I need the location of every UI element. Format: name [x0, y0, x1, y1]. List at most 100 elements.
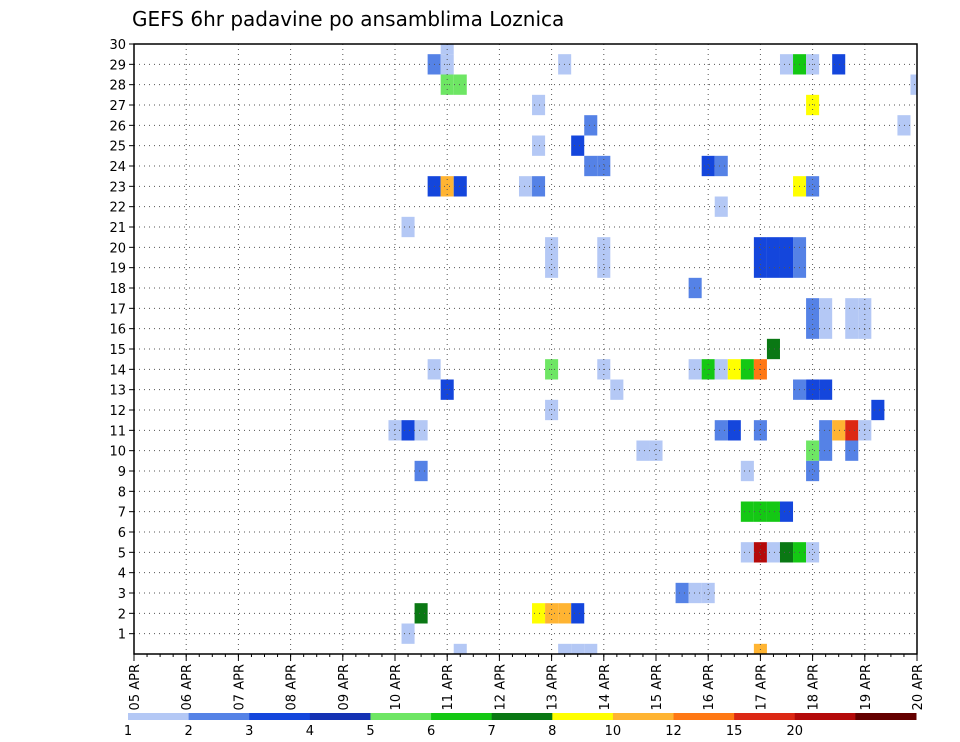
y-tick-label: 14: [109, 363, 126, 378]
precip-cell: [714, 155, 728, 177]
precip-cell: [779, 542, 794, 563]
precip-cell: [871, 399, 885, 421]
x-tick-label: 17 APR: [754, 664, 769, 710]
colorbar-swatch: [552, 713, 614, 720]
y-tick-label: 10: [109, 445, 126, 460]
x-tick-label: 14 APR: [598, 664, 613, 710]
colorbar-label: 5: [366, 724, 374, 739]
y-tick-label: 26: [109, 119, 126, 134]
precip-cell: [740, 542, 754, 563]
precip-cell: [740, 460, 754, 482]
precip-cell: [845, 318, 859, 339]
precip-cell: [819, 440, 833, 461]
chart-title: GEFS 6hr padavine po ansamblima Loznica: [132, 7, 564, 31]
x-tick-label: 05 APR: [128, 664, 143, 710]
precip-cell: [806, 176, 820, 197]
y-tick-label: 12: [109, 404, 126, 419]
x-tick-label: 18 APR: [807, 664, 822, 710]
x-tick-label: 07 APR: [232, 664, 247, 710]
precip-cell: [779, 257, 794, 278]
precip-cell: [401, 420, 415, 441]
x-tick-label: 09 APR: [337, 664, 352, 710]
precip-cell: [584, 155, 598, 177]
y-tick-label: 3: [118, 587, 126, 602]
colorbar-swatch: [249, 713, 311, 720]
precip-cell: [610, 379, 624, 400]
colorbar: 1 2 3 4 5 6 7 8 10 12 15 20: [124, 713, 917, 739]
colorbar-swatch: [491, 713, 553, 720]
precip-cell: [753, 420, 767, 441]
x-tick-label: 10 APR: [389, 664, 404, 710]
precip-cell: [401, 623, 415, 644]
precip-cell: [714, 420, 728, 441]
y-tick-label: 5: [118, 546, 126, 561]
precip-cell: [806, 542, 820, 563]
precip-cell: [518, 176, 533, 197]
y-tick-label: 17: [109, 302, 126, 317]
precip-cell: [414, 460, 428, 482]
x-tick-label: 15 APR: [650, 664, 665, 710]
y-axis: 1234567891011121314151617181920212223242…: [109, 38, 134, 643]
x-tick-label: 20 APR: [911, 664, 926, 710]
y-tick-label: 24: [109, 160, 126, 175]
precip-cell: [766, 237, 780, 258]
x-axis: 05 APR 06 APR 07 APR 08 APR 09 APR 10 APR 11 A…: [128, 654, 926, 710]
precip-cell: [453, 643, 467, 654]
precip-cell: [597, 257, 611, 278]
x-tick-label: 11 APR: [441, 664, 456, 710]
colorbar-label: 20: [786, 724, 803, 739]
precip-cell: [545, 237, 559, 258]
y-tick-label: 30: [109, 38, 126, 53]
x-tick-label: 08 APR: [285, 664, 300, 710]
precip-cell: [584, 643, 598, 654]
precip-cell: [401, 216, 415, 238]
precip-cell: [753, 501, 767, 522]
precip-cell: [753, 542, 767, 563]
precip-cell: [532, 135, 546, 156]
colorbar-label: 3: [245, 724, 253, 739]
precip-cell: [675, 582, 689, 604]
precip-cell: [701, 155, 715, 177]
precip-cell: [597, 155, 611, 177]
precip-cell: [701, 582, 715, 604]
precip-cell: [779, 237, 794, 258]
y-tick-label: 28: [109, 79, 126, 94]
precip-cell: [753, 237, 767, 258]
precip-cell: [766, 338, 780, 360]
precip-cell: [636, 440, 650, 461]
y-tick-label: 2: [118, 607, 126, 622]
precip-cell: [453, 74, 467, 95]
precip-cell: [649, 440, 663, 461]
y-tick-label: 16: [109, 323, 126, 338]
y-tick-label: 6: [118, 526, 126, 541]
precip-cell: [819, 420, 833, 441]
precip-cell: [453, 176, 467, 197]
precip-cell: [845, 440, 859, 461]
precip-cell: [753, 643, 767, 654]
colorbar-swatch: [309, 713, 371, 720]
precip-cell: [753, 257, 767, 278]
precip-cell: [571, 135, 585, 156]
colorbar-label: 2: [184, 724, 192, 739]
precip-cell: [414, 603, 428, 624]
precip-cell: [740, 501, 754, 522]
precip-cell: [558, 643, 572, 654]
precip-cell: [766, 257, 780, 278]
y-tick-label: 18: [109, 282, 126, 297]
precip-cell: [714, 359, 728, 380]
precip-cell: [766, 542, 780, 563]
precip-cell: [806, 460, 820, 482]
colorbar-label: 7: [488, 724, 496, 739]
x-tick-label: 16 APR: [702, 664, 717, 710]
precip-cell: [714, 196, 728, 217]
colorbar-swatch: [734, 713, 796, 720]
precip-cell: [832, 420, 846, 441]
precip-cell: [806, 440, 820, 461]
x-tick-label: 19 APR: [859, 664, 874, 710]
colorbar-swatch: [188, 713, 250, 720]
colorbar-swatch: [128, 713, 190, 720]
colorbar-swatch: [855, 713, 917, 720]
colorbar-swatch: [673, 713, 735, 720]
colorbar-label: 15: [726, 724, 743, 739]
